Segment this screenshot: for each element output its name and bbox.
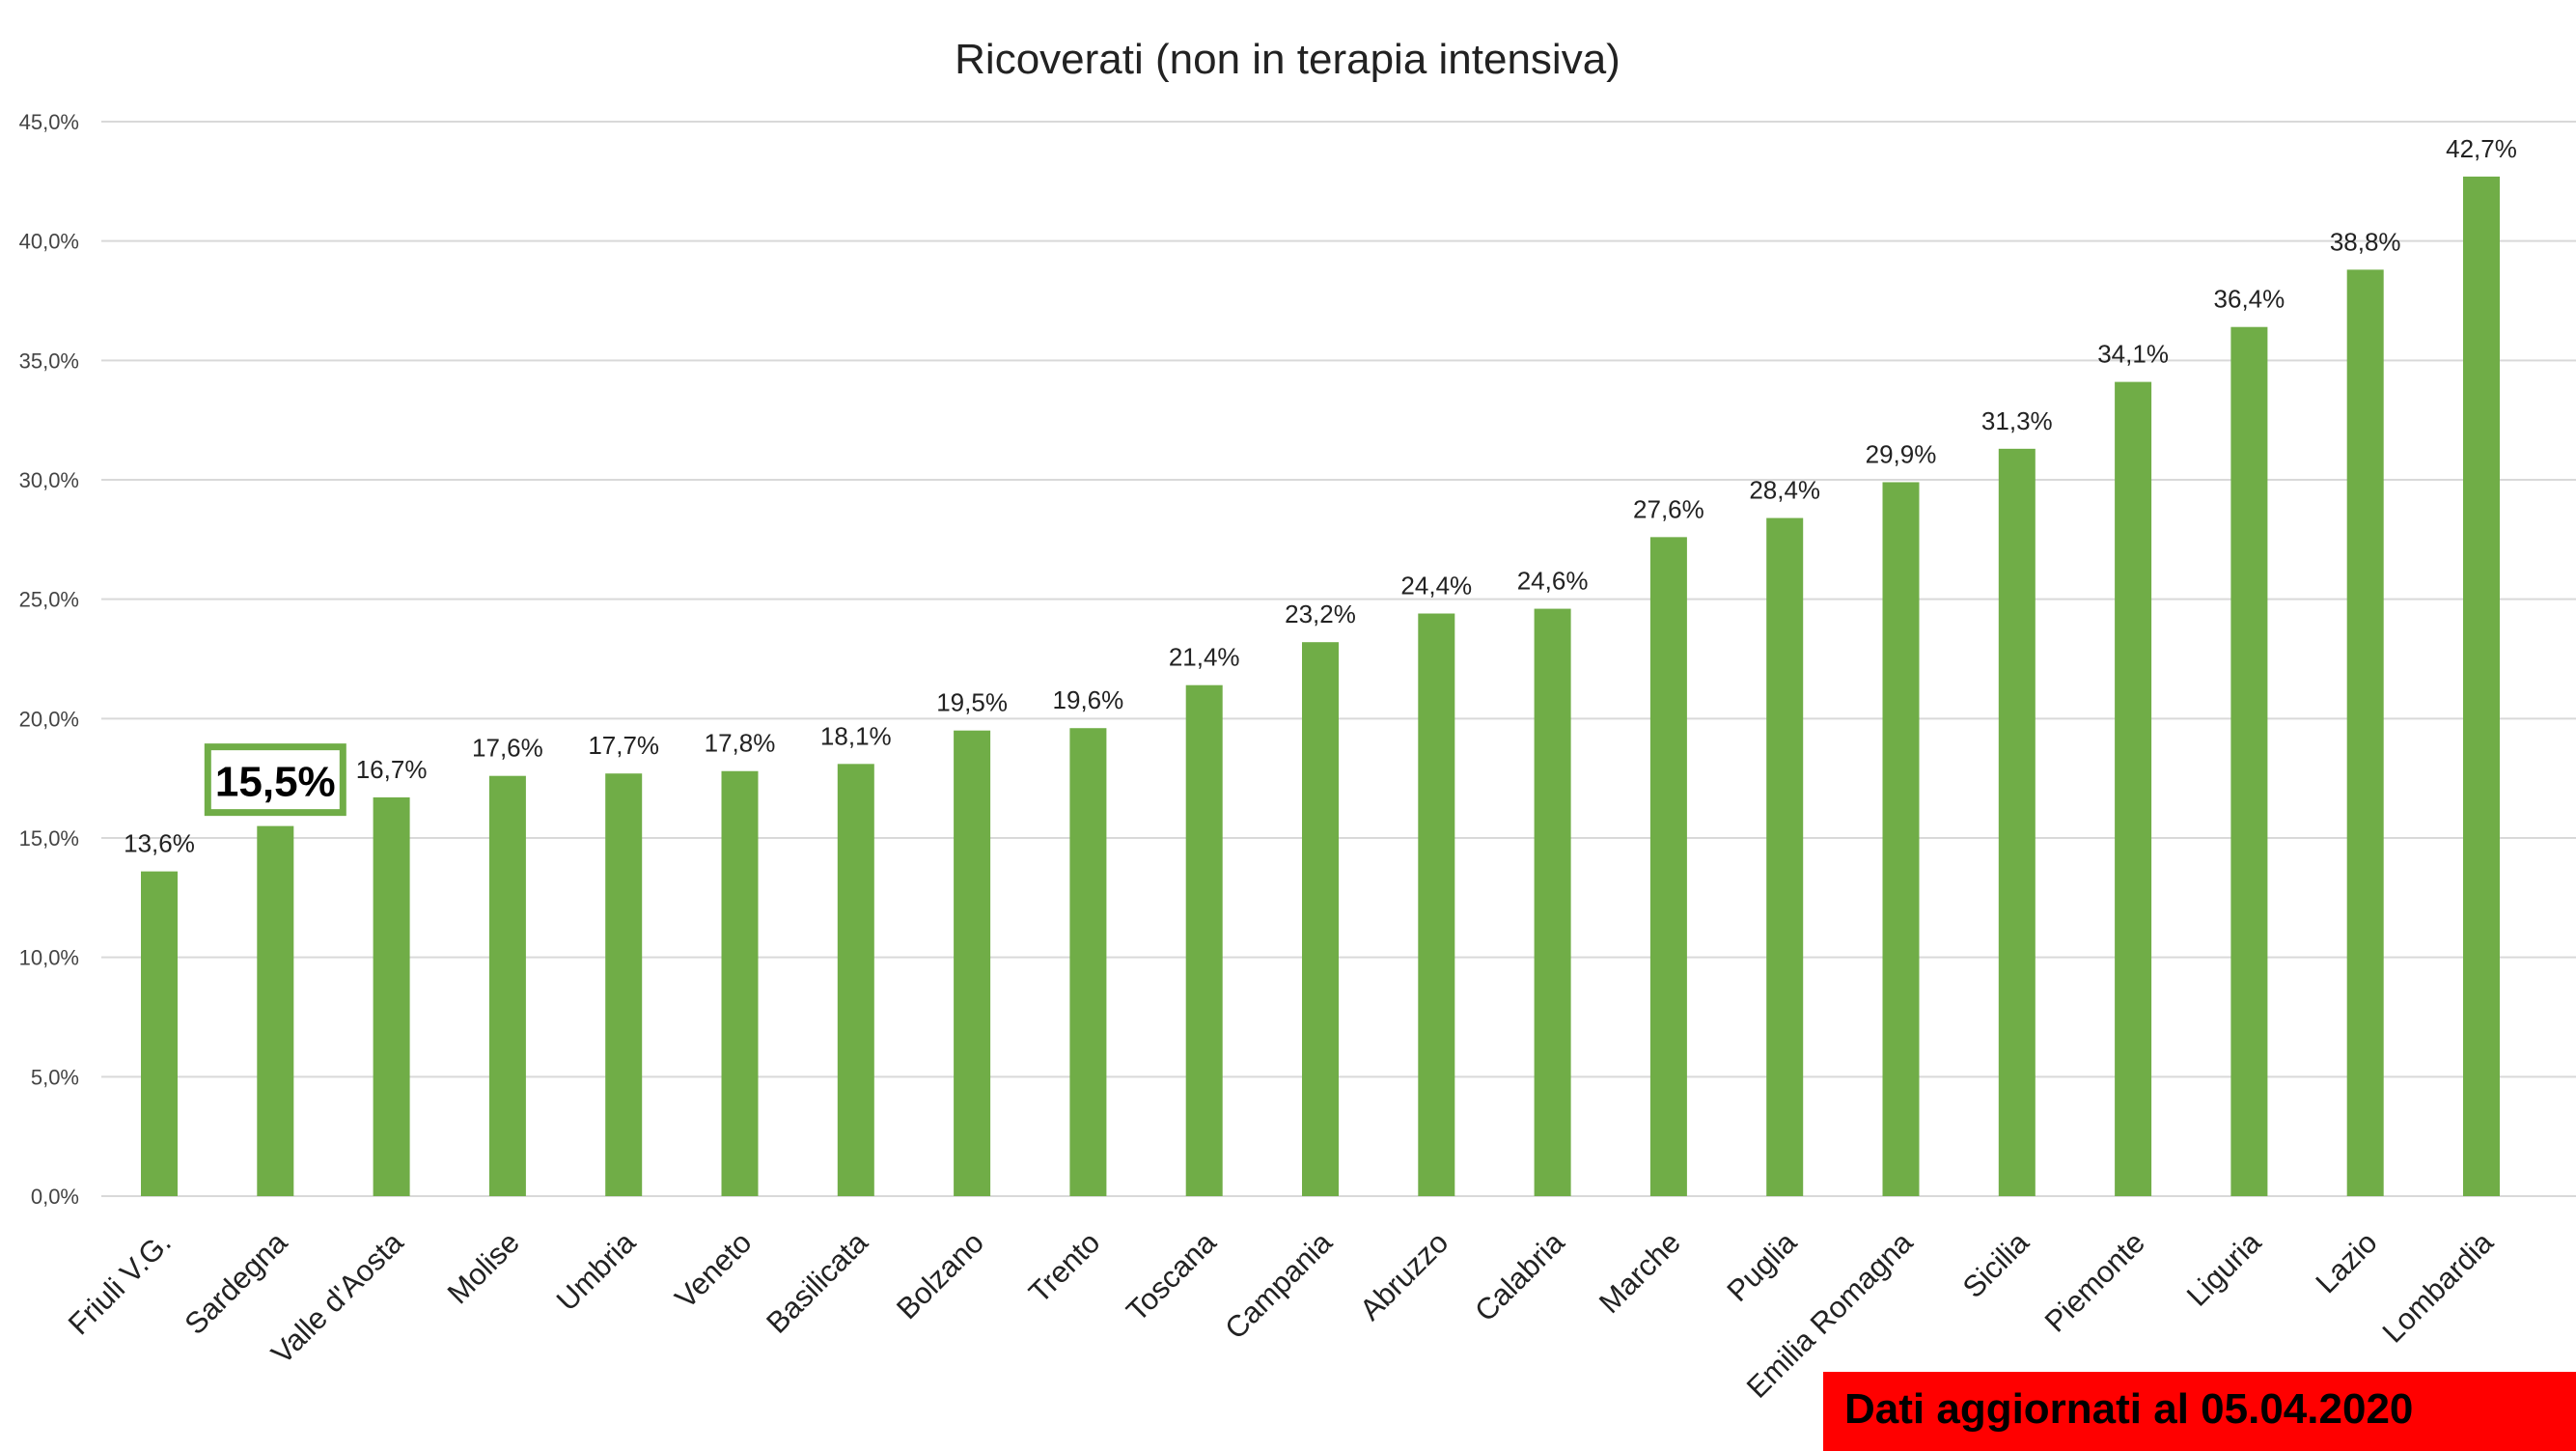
x-tick-label: Marche [1593,1225,1687,1320]
bar-veneto [721,770,759,1196]
bar-marche [1649,537,1687,1196]
x-tick-label: Veneto [668,1225,758,1315]
bar-lazio [2346,269,2384,1196]
bar-valle-d-aosta [373,796,410,1196]
x-tick-label: Calabria [1468,1225,1571,1328]
chart-title: Ricoverati (non in terapia intensiva) [955,36,1620,83]
data-label-highlight: 15,5% [215,759,336,806]
bar-trento [1069,728,1107,1196]
bar-piemonte [2115,381,2152,1196]
bar-lombardia [2463,176,2500,1196]
y-tick-label: 0,0% [31,1185,79,1209]
bar-umbria [605,773,643,1196]
data-label: 38,8% [2330,227,2401,256]
x-tick-label: Bolzano [890,1225,990,1325]
y-tick-label: 10,0% [19,946,79,970]
bar-bolzano [954,730,991,1196]
data-label: 13,6% [124,829,195,858]
data-label: 36,4% [2214,285,2285,314]
y-tick-label: 15,0% [19,826,79,851]
data-label: 17,7% [588,731,659,760]
data-label: 18,1% [820,721,892,750]
bar-friuli-v-g- [141,871,178,1196]
data-label: 29,9% [1866,439,1937,468]
highlight-box [204,743,346,817]
data-label: 19,5% [936,688,1008,717]
x-tick-label: Lombardia [2376,1225,2501,1350]
x-tick-label: Piemonte [2038,1225,2151,1338]
data-label: 28,4% [1749,476,1820,505]
bar-liguria [2230,326,2268,1196]
bar-abruzzo [1418,613,1455,1196]
x-tick-label: Abruzzo [1353,1225,1454,1326]
data-label: 24,6% [1517,567,1589,596]
x-tick-label: Toscana [1120,1225,1223,1328]
data-label: 34,1% [2097,340,2169,369]
bar-emilia-romagna [1882,482,1920,1196]
x-tick-label: Molise [441,1225,526,1310]
update-date-text: Dati aggiornati al 05.04.2020 [1844,1385,2414,1433]
data-label: 24,4% [1400,572,1472,600]
data-label: 17,6% [472,734,543,763]
y-tick-label: 25,0% [19,588,79,612]
bar-basilicata [837,764,874,1196]
y-tick-label: 20,0% [19,707,79,731]
data-label: 23,2% [1285,600,1356,628]
x-tick-label: Sicilia [1956,1225,2036,1305]
y-tick-label: 35,0% [19,349,79,373]
x-tick-label: Umbria [550,1225,643,1318]
x-tick-label: Trento [1022,1225,1106,1309]
data-label: 17,8% [705,729,776,758]
bar-calabria [1534,608,1571,1196]
x-tick-label: Lazio [2309,1225,2383,1299]
x-tick-label: Liguria [2180,1225,2268,1313]
data-label: 42,7% [2446,134,2517,163]
data-label: 16,7% [356,755,428,784]
y-tick-label: 45,0% [19,110,79,134]
data-label: 31,3% [1981,406,2053,435]
bar-molise [488,775,526,1196]
x-tick-label: Sardegna [178,1225,293,1341]
y-tick-label: 40,0% [19,230,79,254]
y-tick-label: 30,0% [19,468,79,492]
bar-toscana [1185,684,1223,1196]
bar-sardegna [257,825,294,1196]
data-label: 27,6% [1633,494,1704,523]
x-tick-label: Basilicata [760,1225,874,1340]
bar-puglia [1766,517,1804,1196]
bar-sicilia [1998,448,2036,1196]
update-date-banner: Dati aggiornati al 05.04.2020 [1823,1372,2576,1451]
data-label: 19,6% [1053,685,1124,714]
x-tick-label: Puglia [1720,1225,1803,1308]
bar-campania [1302,642,1339,1196]
data-label: 21,4% [1169,643,1240,672]
x-tick-label: Campania [1218,1225,1339,1346]
y-tick-label: 5,0% [31,1065,79,1089]
x-tick-label: Friuli V.G. [62,1225,178,1341]
